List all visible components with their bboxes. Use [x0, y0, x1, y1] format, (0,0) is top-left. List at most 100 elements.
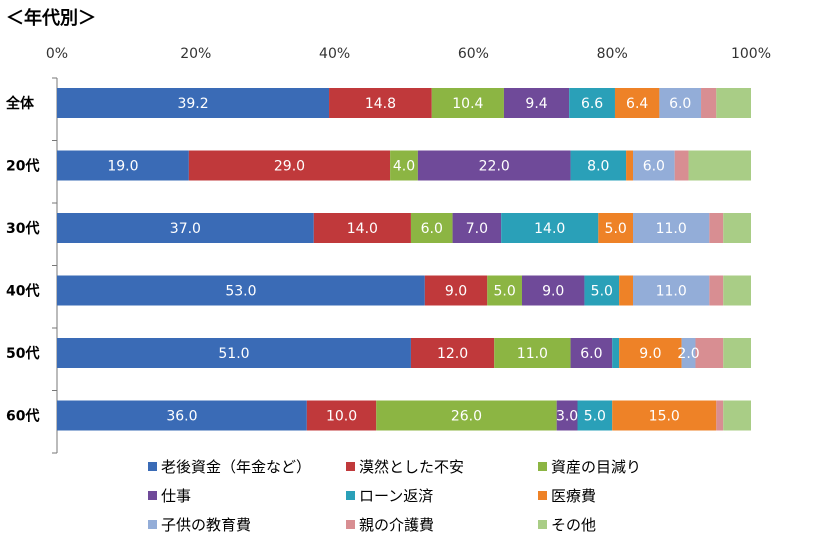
bar-segment	[709, 213, 724, 243]
bar-segment	[57, 338, 411, 368]
legend-item: 老後資金（年金など）	[148, 456, 311, 477]
legend-swatch	[538, 520, 547, 529]
data-label: 3.0	[556, 409, 578, 425]
data-label: 19.0	[107, 159, 138, 175]
bar-segment	[410, 338, 495, 368]
legend-swatch	[148, 491, 157, 500]
data-label: 14.8	[365, 96, 396, 112]
axis-lines	[52, 77, 58, 454]
bar-segment	[521, 275, 585, 306]
bar-segment	[376, 400, 557, 431]
data-label: 9.4	[525, 96, 547, 112]
bar-segment	[569, 88, 615, 118]
data-label: 39.2	[177, 96, 208, 112]
category-label: 40代	[6, 283, 39, 300]
data-label: 11.0	[517, 346, 548, 362]
bar-segment	[612, 338, 620, 368]
data-label: 7.0	[466, 221, 488, 237]
data-label: 11.0	[656, 221, 687, 237]
data-label: 22.0	[479, 159, 510, 175]
bar-segment	[709, 275, 724, 306]
legend-swatch	[346, 462, 355, 471]
bar-segment	[57, 400, 307, 431]
bar-segment	[556, 400, 578, 431]
bar-segment	[723, 275, 751, 306]
legend-item: ローン返済	[346, 485, 433, 506]
bar-segments	[57, 88, 751, 431]
x-tick-label: 40%	[319, 46, 350, 62]
bar-segment	[584, 275, 620, 306]
bar-segment	[598, 213, 634, 243]
bar-segment	[501, 213, 599, 243]
bar-segment	[716, 88, 751, 118]
data-label: 11.0	[656, 284, 687, 300]
bar-segment	[452, 213, 502, 243]
data-label: 9.0	[542, 284, 564, 300]
bar-segment	[633, 213, 710, 243]
bar-segment	[313, 213, 411, 243]
legend-item: 資産の目減り	[538, 456, 641, 477]
bar-segment	[570, 150, 627, 181]
category-label: 60代	[6, 408, 39, 425]
legend-label: 仕事	[161, 487, 192, 505]
bar-segment	[188, 150, 391, 181]
data-label: 14.0	[347, 221, 378, 237]
category-labels: 全体 20代 30代 40代 50代 60代	[5, 95, 39, 425]
bar-segment	[723, 338, 751, 368]
legend-item: 親の介護費	[346, 514, 434, 535]
legend-label: ローン返済	[359, 487, 434, 505]
bar-segment	[410, 213, 453, 243]
legend-label: 子供の教育費	[161, 516, 252, 534]
data-label: 26.0	[451, 409, 482, 425]
legend-item: その他	[538, 514, 596, 535]
data-label: 29.0	[274, 159, 305, 175]
x-tick-label: 20%	[180, 46, 211, 62]
bar-segment	[659, 88, 702, 118]
legend-swatch	[346, 491, 355, 500]
data-label: 37.0	[170, 221, 201, 237]
bar-segment	[716, 400, 724, 431]
data-label: 5.0	[591, 284, 613, 300]
bar-segment	[577, 400, 613, 431]
legend-swatch	[346, 520, 355, 529]
category-label: 30代	[6, 220, 39, 237]
bar-segment	[57, 275, 425, 306]
bar-segment	[674, 150, 689, 181]
data-label: 9.0	[445, 284, 467, 300]
data-label: 5.0	[493, 284, 515, 300]
bar-segment	[701, 88, 717, 118]
data-label: 4.0	[393, 159, 415, 175]
data-label: 6.0	[643, 159, 665, 175]
data-label: 6.4	[626, 96, 648, 112]
data-label: 10.4	[452, 96, 483, 112]
x-tick-label: 80%	[597, 46, 628, 62]
data-label: 9.0	[639, 346, 661, 362]
bar-segment	[390, 150, 418, 181]
bar-segment	[570, 338, 613, 368]
data-label: 6.0	[421, 221, 443, 237]
data-label: 14.0	[534, 221, 565, 237]
bar-segment	[633, 275, 710, 306]
legend-label: 医療費	[551, 487, 597, 505]
bar-segment	[494, 338, 571, 368]
legend-swatch	[538, 491, 547, 500]
bar-segment	[57, 88, 330, 118]
data-label: 10.0	[326, 409, 357, 425]
data-label: 53.0	[225, 284, 256, 300]
bar-segment	[57, 150, 189, 181]
bar-segment	[503, 88, 570, 118]
bar-segment	[723, 400, 751, 431]
data-label: 8.0	[587, 159, 609, 175]
legend-label: 漠然とした不安	[359, 458, 465, 476]
data-label: 12.0	[437, 346, 468, 362]
legend-label: 老後資金（年金など）	[161, 458, 312, 476]
data-label: 5.0	[584, 409, 606, 425]
bar-segment	[633, 150, 675, 181]
legend-label: 親の介護費	[359, 516, 435, 534]
x-axis-ticks: 0% 20% 40% 60% 80% 100%	[46, 46, 771, 62]
bar-segment	[619, 275, 634, 306]
x-tick-label: 0%	[46, 46, 68, 62]
bar-segment	[614, 88, 660, 118]
chart-title: ＜年代別＞	[6, 8, 96, 29]
bar-segment	[695, 338, 724, 368]
